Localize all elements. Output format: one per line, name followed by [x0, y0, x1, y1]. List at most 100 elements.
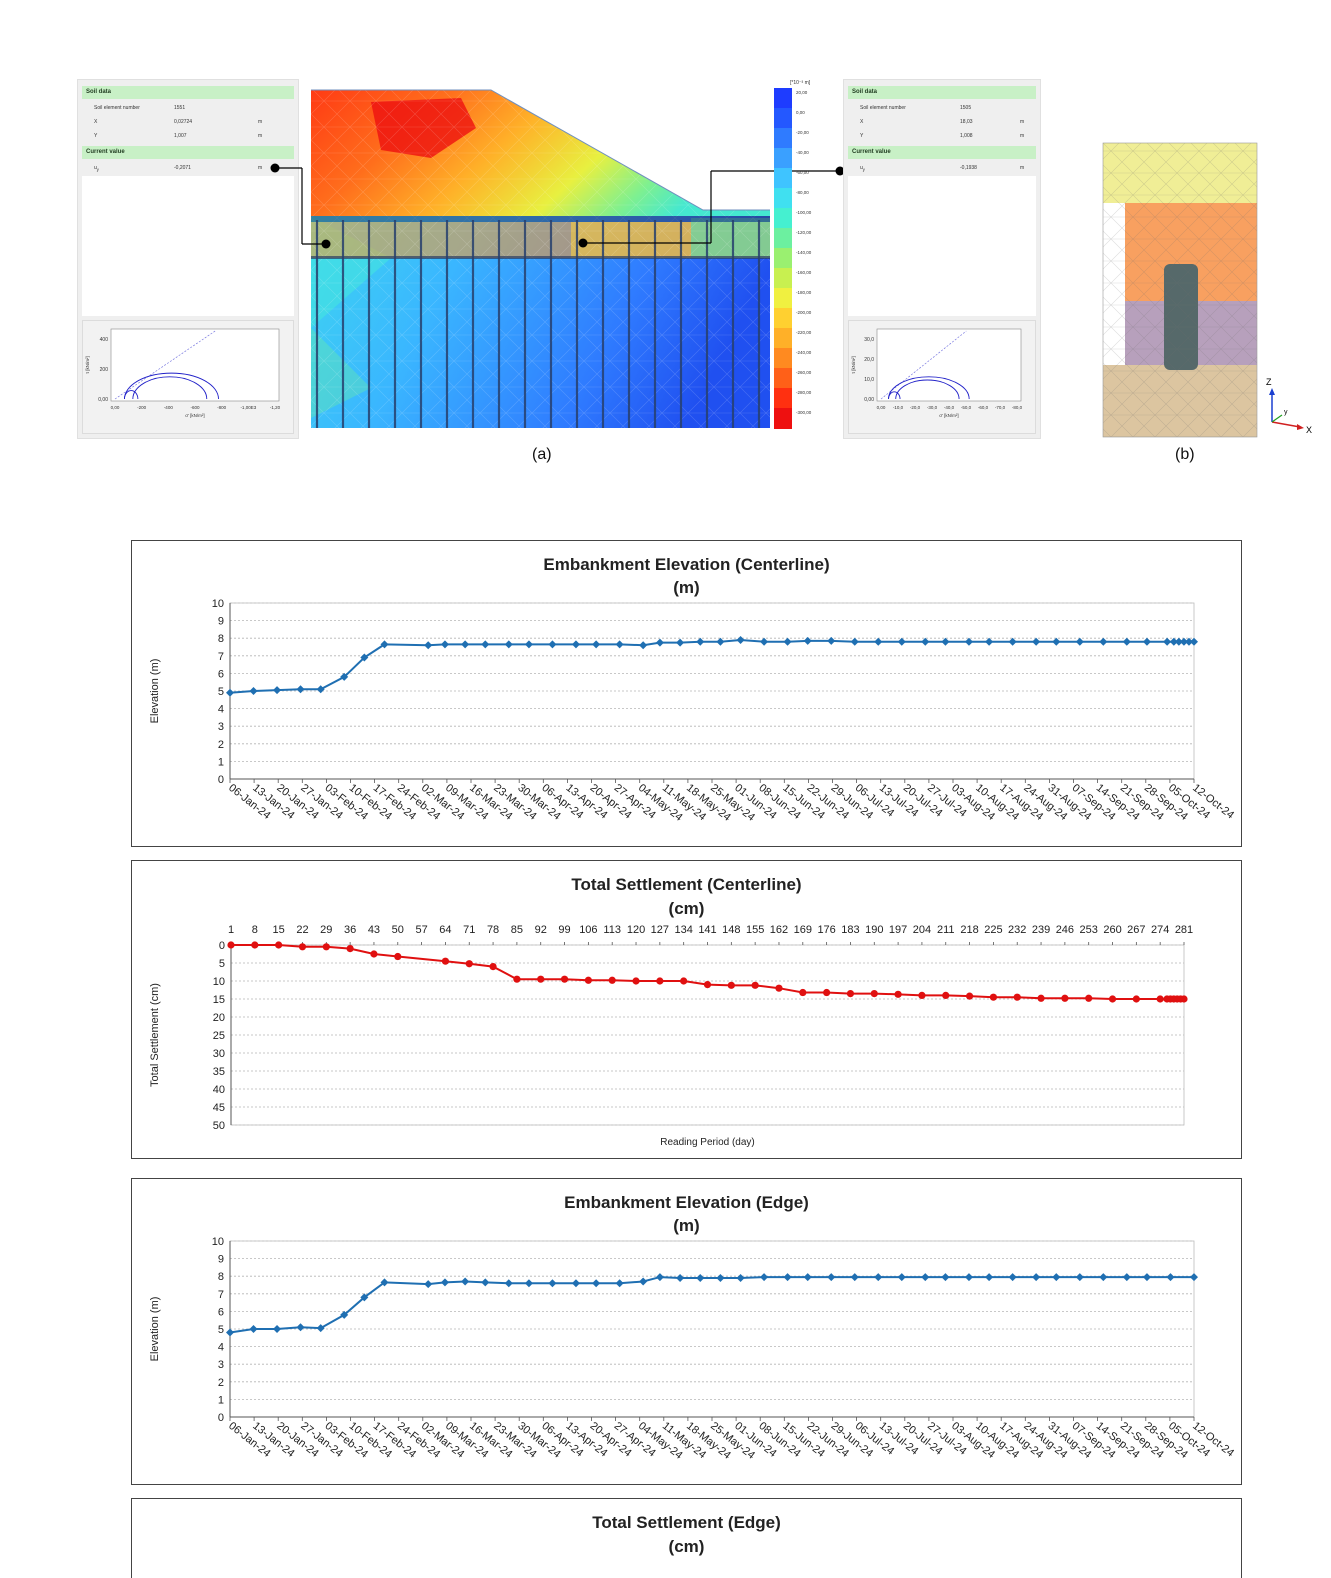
data-point — [251, 941, 259, 949]
row-unit: m — [1020, 133, 1025, 139]
legend-label: -200,00 — [796, 310, 812, 315]
legend-swatch — [774, 208, 792, 229]
legend-swatch — [774, 368, 792, 389]
data-point — [870, 990, 878, 998]
y-tick-label: 10 — [212, 598, 224, 610]
current-label-text: u — [860, 165, 863, 171]
y-tick-label: 2 — [218, 739, 224, 751]
data-point — [571, 640, 580, 649]
mohr-xtick: -30,0 — [927, 405, 938, 410]
y-tick-label: 0 — [218, 774, 224, 786]
y-tick-label: 4 — [218, 704, 224, 716]
data-point — [1122, 1273, 1131, 1282]
data-point — [1061, 994, 1069, 1002]
y-tick-label: 0 — [218, 1412, 224, 1424]
row-unit: m — [258, 133, 263, 139]
legend-swatch — [774, 268, 792, 289]
mohr-ylabel: τ [kN/m²] — [85, 356, 90, 374]
legend-swatch — [774, 288, 792, 309]
left-soil-panel: Soil data Soil element number 1551 X 0,0… — [77, 79, 299, 439]
chart-title: Total Settlement (Centerline) — [571, 875, 802, 894]
mohr-ytick: 30,0 — [864, 337, 874, 343]
mohr-ylabel: τ [kN/m²] — [851, 356, 856, 374]
data-point — [1163, 637, 1172, 646]
soil-data-title: Soil data — [82, 86, 294, 99]
y-tick-label: 5 — [218, 686, 224, 698]
axis-label-x: X — [1306, 425, 1312, 435]
x-tick-label: 239 — [1032, 924, 1050, 936]
data-point — [1013, 993, 1021, 1001]
data-point — [461, 1277, 470, 1286]
soil-data-row: Soil element number 1551 — [82, 101, 294, 115]
mohr-xtick: -400 — [164, 405, 174, 410]
x-tick-label: 120 — [627, 924, 645, 936]
chart-title: Total Settlement (Edge) — [592, 1513, 781, 1532]
mohr-xtick: -40,0 — [944, 405, 955, 410]
data-point — [504, 640, 513, 649]
row-label: X — [860, 119, 864, 125]
x-tick-label: 281 — [1175, 924, 1193, 936]
data-point — [850, 637, 859, 646]
mohr-xtick: -800 — [217, 405, 227, 410]
data-point — [760, 637, 769, 646]
x-tick-label: 225 — [984, 924, 1002, 936]
data-point — [548, 1279, 557, 1288]
data-point — [874, 637, 883, 646]
series-line — [229, 1276, 1194, 1334]
data-point — [340, 1310, 349, 1319]
row-value: 0,02724 — [174, 119, 193, 125]
data-point — [1166, 1273, 1175, 1282]
data-point — [489, 963, 497, 971]
x-tick-label: 1 — [228, 924, 234, 936]
x-tick-label: 148 — [722, 924, 740, 936]
y-tick-label: 50 — [213, 1120, 225, 1132]
current-label: uy — [94, 165, 99, 172]
marker-right-panel — [835, 166, 845, 176]
current-value-title: Current value — [848, 146, 1036, 159]
data-point — [548, 640, 557, 649]
color-legend: [*10⁻³ m] 20,00 0,00 -20,00 -40,00 -60,00 -80… — [772, 80, 822, 430]
mohr-xtick: 0,00 — [877, 405, 886, 410]
y-tick-label: 5 — [219, 958, 225, 970]
x-tick-label: 267 — [1127, 924, 1145, 936]
marker-left-panel — [270, 163, 280, 173]
y-tick-label: 9 — [218, 616, 224, 628]
soil-data-title: Soil data — [848, 86, 1036, 99]
data-point — [424, 641, 433, 650]
data-point — [827, 636, 836, 645]
y-tick-label: 9 — [218, 1254, 224, 1266]
data-point — [346, 945, 354, 953]
mohr-ytick: 0,00 — [864, 397, 874, 403]
soil-data-row: X 0,02724 m — [82, 115, 294, 129]
data-point — [965, 992, 974, 1000]
data-point — [273, 686, 282, 695]
failure-envelope — [880, 330, 967, 400]
legend-swatch — [774, 128, 792, 149]
data-point — [696, 637, 705, 646]
mohr-circle-svg: 400 200 0,000,00 -200 -400 -600 -800 -1,00E3 -1,… — [85, 328, 281, 418]
data-point — [360, 1293, 369, 1302]
data-point — [1108, 995, 1117, 1003]
x-tick-label: 190 — [865, 924, 883, 936]
x-tick-label: 134 — [674, 924, 692, 936]
legend-swatch — [774, 408, 792, 429]
data-point — [655, 638, 664, 647]
legend-label: -20,00 — [796, 130, 809, 135]
data-point — [760, 1273, 769, 1282]
data-point — [680, 977, 688, 985]
legend-label: -220,00 — [796, 330, 812, 335]
mohr-circle-svg: 30,0 20,0 10,0 0,000,00 -10,0 -20,0 -30,0 -40,0… — [851, 328, 1023, 418]
failure-envelope — [114, 330, 216, 400]
data-point — [1075, 637, 1084, 646]
y-tick-label: 25 — [213, 1030, 225, 1042]
legend-swatch — [774, 388, 792, 409]
y-tick-label: 8 — [218, 633, 224, 645]
y-tick-label: 40 — [213, 1084, 225, 1096]
right-soil-panel: Soil data Soil element number 1505 X 18,… — [843, 79, 1041, 439]
data-point — [275, 941, 283, 949]
mohr-xtick: -20,0 — [910, 405, 921, 410]
legend-swatch — [774, 188, 792, 209]
data-point — [894, 990, 902, 998]
legend-label: 20,00 — [796, 90, 808, 95]
